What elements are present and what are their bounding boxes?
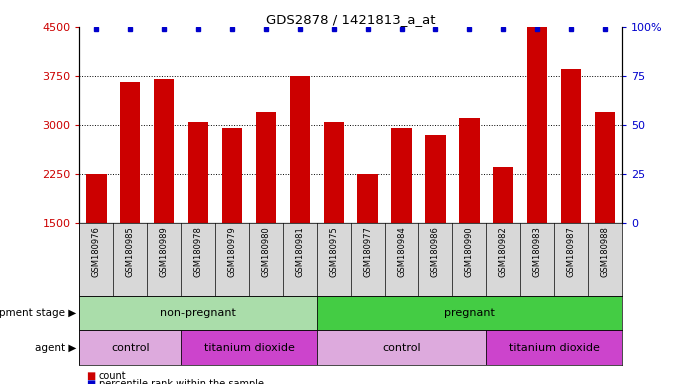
Bar [493, 167, 513, 223]
Text: count: count [99, 371, 126, 381]
Bar [459, 118, 480, 223]
Text: GSM180990: GSM180990 [465, 227, 474, 277]
Bar [486, 330, 622, 365]
Bar [316, 330, 486, 365]
Text: GSM180976: GSM180976 [92, 227, 101, 277]
Text: GSM180977: GSM180977 [363, 227, 372, 277]
Bar [323, 121, 344, 223]
Text: GSM180989: GSM180989 [160, 227, 169, 277]
Text: non-pregnant: non-pregnant [160, 308, 236, 318]
Bar [527, 27, 547, 223]
Text: pregnant: pregnant [444, 308, 495, 318]
Text: titanium dioxide: titanium dioxide [204, 343, 294, 353]
Text: titanium dioxide: titanium dioxide [509, 343, 600, 353]
Text: GSM180988: GSM180988 [600, 227, 609, 277]
Text: GSM180985: GSM180985 [126, 227, 135, 277]
Text: ■: ■ [86, 371, 95, 381]
Text: GSM180981: GSM180981 [295, 227, 304, 277]
Bar [86, 174, 106, 223]
Text: control: control [382, 343, 421, 353]
Bar [120, 83, 140, 223]
Text: GSM180978: GSM180978 [193, 227, 202, 277]
Text: GSM180979: GSM180979 [227, 227, 236, 277]
Text: GSM180980: GSM180980 [261, 227, 270, 277]
Text: control: control [111, 343, 150, 353]
Bar [222, 128, 242, 223]
Bar [256, 112, 276, 223]
Bar [79, 330, 181, 365]
Bar [391, 128, 412, 223]
Text: GSM180984: GSM180984 [397, 227, 406, 277]
Bar [188, 121, 208, 223]
Bar [561, 70, 581, 223]
Title: GDS2878 / 1421813_a_at: GDS2878 / 1421813_a_at [266, 13, 435, 26]
Bar [595, 112, 615, 223]
Bar [425, 135, 446, 223]
Bar [79, 296, 316, 330]
Bar [181, 330, 316, 365]
Text: GSM180982: GSM180982 [499, 227, 508, 277]
Text: percentile rank within the sample: percentile rank within the sample [99, 379, 264, 384]
Bar [357, 174, 378, 223]
Text: GSM180975: GSM180975 [329, 227, 338, 277]
Text: GSM180987: GSM180987 [567, 227, 576, 277]
Bar [316, 296, 622, 330]
Text: agent ▶: agent ▶ [35, 343, 76, 353]
Bar [154, 79, 174, 223]
Text: GSM180986: GSM180986 [431, 227, 440, 277]
Bar [290, 76, 310, 223]
Text: ■: ■ [86, 379, 95, 384]
Text: GSM180983: GSM180983 [533, 227, 542, 277]
Text: development stage ▶: development stage ▶ [0, 308, 76, 318]
